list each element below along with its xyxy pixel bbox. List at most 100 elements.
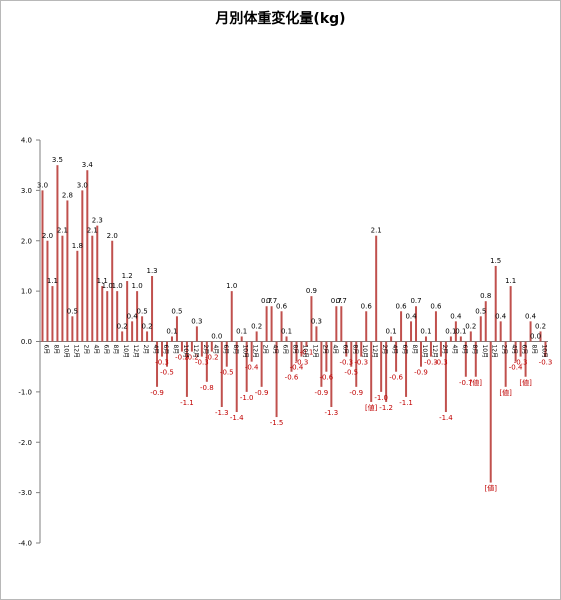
- bar: [325, 341, 328, 372]
- bar: [400, 311, 403, 342]
- bar: [444, 341, 447, 413]
- bar: [166, 341, 168, 367]
- bar: [469, 331, 472, 342]
- data-label: 1.1: [97, 277, 108, 285]
- bar: [300, 341, 303, 357]
- bar: [519, 341, 522, 357]
- data-label: [値]: [470, 378, 483, 387]
- data-label: 2.8: [62, 191, 73, 199]
- bar: [355, 341, 358, 387]
- bar: [210, 341, 213, 352]
- data-label: -0.8: [200, 384, 214, 392]
- y-tick-label: 1.0: [21, 288, 32, 296]
- category-label: 10月: [182, 345, 189, 359]
- data-label: -0.9: [414, 369, 428, 377]
- category-label: 12月: [491, 345, 498, 359]
- data-label: 0.7: [331, 297, 342, 305]
- bar: [245, 341, 248, 392]
- data-label: 0.1: [236, 327, 247, 335]
- data-label: -1.5: [270, 419, 284, 427]
- data-label: 3.0: [37, 181, 48, 189]
- bar: [509, 286, 512, 342]
- data-label: 2.1: [87, 227, 98, 235]
- bar: [424, 336, 427, 342]
- data-label: -1.3: [325, 409, 339, 417]
- data-label: -0.3: [424, 359, 438, 367]
- category-label: 6月: [102, 345, 109, 355]
- category-label: 10月: [361, 345, 368, 359]
- data-label: -0.9: [150, 389, 164, 397]
- bar: [235, 341, 238, 413]
- data-label: -0.4: [509, 364, 523, 372]
- bar: [439, 341, 442, 357]
- bar: [280, 311, 283, 342]
- data-label: -0.3: [354, 359, 368, 367]
- data-label: 0.1: [445, 327, 456, 335]
- bar: [170, 336, 173, 342]
- bar: [156, 341, 159, 387]
- data-label: -0.3: [434, 359, 448, 367]
- data-label: 0.4: [495, 312, 507, 320]
- category-label: 10月: [541, 345, 548, 359]
- category-label: 2月: [202, 345, 209, 355]
- category-label: 10月: [421, 345, 428, 359]
- bar: [195, 326, 198, 342]
- bar: [116, 291, 119, 342]
- bar: [81, 190, 84, 342]
- bar: [91, 235, 94, 342]
- bar: [474, 341, 477, 377]
- category-label: 8月: [172, 345, 179, 355]
- bar: [190, 341, 193, 352]
- bar: [71, 316, 74, 342]
- bar: [350, 341, 353, 367]
- data-label: 0.2: [465, 322, 476, 330]
- data-label: -1.1: [399, 399, 413, 407]
- bar: [360, 341, 363, 357]
- y-tick-label: 4.0: [21, 137, 32, 145]
- bar: [121, 331, 124, 342]
- data-label: 2.0: [107, 232, 118, 240]
- y-tick-label: -3.0: [18, 489, 32, 497]
- data-label: -0.3: [295, 359, 309, 367]
- bar: [161, 341, 164, 357]
- data-label: 0.7: [266, 297, 277, 305]
- y-tick-label: -4.0: [18, 540, 32, 548]
- data-label: 0.1: [420, 327, 431, 335]
- bar: [260, 341, 263, 387]
- bar: [180, 341, 183, 352]
- category-label: 4月: [331, 345, 338, 355]
- category-label: 2月: [441, 345, 448, 355]
- category-label: 2月: [381, 345, 388, 355]
- bar: [420, 341, 422, 367]
- data-label: 1.0: [102, 282, 113, 290]
- data-label: 0.2: [117, 322, 128, 330]
- bar: [295, 341, 298, 362]
- bar: [345, 341, 348, 357]
- bar: [290, 341, 293, 372]
- data-label: 1.0: [132, 282, 143, 290]
- bar: [66, 200, 69, 342]
- category-label: 2月: [262, 345, 269, 355]
- bar: [405, 341, 408, 397]
- category-label: 6月: [521, 345, 528, 355]
- data-label: 0.5: [475, 307, 486, 315]
- bar: [315, 326, 318, 342]
- data-label: 0.6: [276, 302, 288, 310]
- bar: [240, 336, 243, 342]
- data-label: 0.4: [450, 312, 462, 320]
- category-label: 8月: [411, 345, 418, 355]
- bar: [454, 321, 457, 342]
- data-label: 2.1: [371, 227, 382, 235]
- data-label: -1.4: [439, 414, 453, 422]
- data-label: -0.9: [349, 389, 363, 397]
- data-label: -0.5: [160, 369, 174, 377]
- bar: [230, 291, 233, 342]
- category-label: 6月: [341, 345, 348, 355]
- bar: [151, 276, 154, 342]
- bar: [265, 306, 268, 342]
- category-label: 8月: [232, 345, 239, 355]
- bar: [459, 336, 462, 342]
- category-label: 12月: [311, 345, 318, 359]
- bar: [415, 306, 418, 342]
